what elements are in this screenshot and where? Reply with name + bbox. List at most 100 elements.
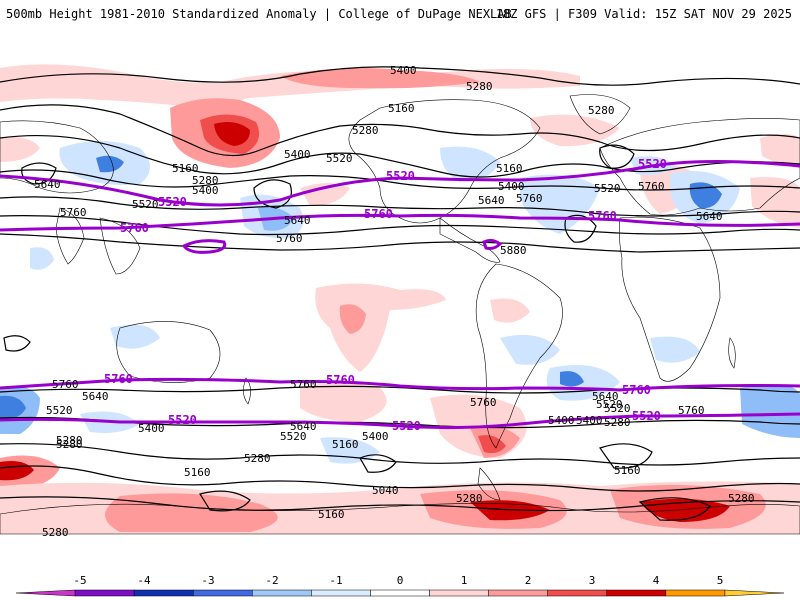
contour-label: 5400 (548, 414, 575, 427)
title-bar: 500mb Height 1981-2010 Standardized Anom… (0, 0, 800, 30)
contour-label: 5760 (52, 378, 79, 391)
legend-tick: -2 (265, 574, 278, 587)
anomaly-positive (750, 177, 800, 228)
legend-swatch (252, 589, 312, 597)
contour-label-highlight: 5760 (622, 383, 651, 397)
contour-label-highlight: 5520 (168, 413, 197, 427)
contour-label-highlight: 5520 (392, 419, 421, 433)
legend-swatch (606, 589, 667, 597)
contour-line (0, 66, 800, 86)
legend-tick: 1 (461, 574, 468, 587)
highlight-contours (0, 159, 800, 430)
anomaly-negative (30, 247, 54, 270)
legend-tick: 4 (653, 574, 660, 587)
contour-label-highlight: 5520 (158, 195, 187, 209)
coastline-south-america (475, 263, 563, 449)
contour-label: 5640 (696, 210, 723, 223)
coastline-north-america (348, 99, 541, 224)
contour-label: 5160 (184, 466, 211, 479)
contour-label: 5400 (362, 430, 389, 443)
contour-5760-south (0, 377, 800, 392)
contour-label: 5400 (390, 64, 417, 77)
coastline-asia-west (0, 120, 114, 194)
contour-closed-purple (482, 238, 503, 250)
contour-line (0, 233, 800, 253)
contour-label: 5280 (56, 434, 83, 447)
coastline-central-america (439, 217, 501, 263)
contour-label: 5760 (60, 206, 87, 219)
legend-swatch (15, 589, 76, 597)
contour-line (0, 134, 800, 178)
contour-label-highlight: 5520 (638, 157, 667, 171)
legend-tick: -4 (137, 574, 151, 587)
coastline-new-zealand (243, 377, 251, 405)
contour-5520-south (0, 412, 800, 430)
legend-tick: 3 (589, 574, 596, 587)
anomaly-negative (110, 324, 160, 349)
contour-closed (3, 335, 31, 352)
anomaly-negative (440, 146, 500, 182)
contour-line (0, 465, 800, 492)
contour-label: 5520 (604, 402, 631, 415)
contour-line (0, 196, 800, 217)
anomaly-map: 5400 5280 5160 5280 5280 5160 5280 5400 … (0, 38, 800, 558)
contour-closed (359, 454, 397, 473)
coastline-antarctica (0, 503, 800, 535)
coastline-australia (116, 321, 221, 383)
anomaly-negative (500, 334, 560, 365)
anomaly-positive (760, 134, 800, 168)
contour-label: 5760 (276, 232, 303, 245)
contour-label-highlight: 5760 (364, 207, 393, 221)
contour-label: 5640 (478, 194, 505, 207)
contour-label: 5760 (638, 180, 665, 193)
legend-swatch (665, 589, 726, 597)
legend-tick: 5 (717, 574, 724, 587)
color-legend: -5 -4 -3 -2 -1 0 1 2 3 4 5 (15, 574, 785, 597)
contour-label: 5520 (594, 182, 621, 195)
contour-label-highlight: 5760 (104, 372, 133, 386)
legend-swatch (724, 589, 785, 597)
contour-closed (599, 144, 635, 169)
contour-label: 5640 (34, 178, 61, 191)
coastlines (0, 94, 800, 535)
contour-label: 5400 (576, 414, 603, 427)
contour-label: 5880 (500, 244, 527, 257)
anomaly-positive (300, 383, 387, 422)
anomaly-negative (96, 155, 124, 173)
contour-closed (564, 214, 597, 243)
anomaly-positive (339, 304, 366, 334)
contour-label: 5640 (82, 390, 109, 403)
contour-5760-north (0, 213, 800, 232)
model-run-info: 18Z GFS | F309 Valid: 15Z SAT NOV 29 202… (495, 7, 792, 21)
anomaly-positive (214, 122, 250, 146)
contour-label: 5040 (372, 484, 399, 497)
contour-label: 5280 (244, 452, 271, 465)
coastline-antarctic-peninsula (477, 467, 501, 501)
coastline-india (55, 207, 85, 265)
contour-label: 5280 (42, 526, 69, 539)
contour-label: 5280 (192, 174, 219, 187)
contour-label: 5520 (132, 198, 159, 211)
legend-tick: 2 (525, 574, 532, 587)
contour-line (0, 215, 800, 236)
contour-label: 5400 (192, 184, 219, 197)
anomaly-positive (280, 68, 480, 89)
anomaly-positive (478, 435, 506, 454)
legend-tick: -5 (73, 574, 86, 587)
anomaly-negative (650, 336, 700, 363)
legend-tick: -1 (329, 574, 342, 587)
contour-label: 5400 (498, 180, 525, 193)
contour-label: 5520 (280, 430, 307, 443)
contour-line (0, 104, 800, 157)
contour-label: 5400 (138, 422, 165, 435)
contour-label: 5280 (456, 492, 483, 505)
anomaly-positive (490, 298, 530, 323)
contour-label: 5280 (588, 104, 615, 117)
contour-label: 5280 (466, 80, 493, 93)
contour-line (0, 443, 800, 466)
contour-label: 5280 (352, 124, 379, 137)
purple-contour-labels: 5520 5520 5520 5760 5760 5760 5760 5760 … (104, 157, 667, 433)
legend-swatch (133, 589, 194, 597)
coastline-madagascar (728, 337, 736, 369)
legend-swatch (192, 589, 253, 597)
